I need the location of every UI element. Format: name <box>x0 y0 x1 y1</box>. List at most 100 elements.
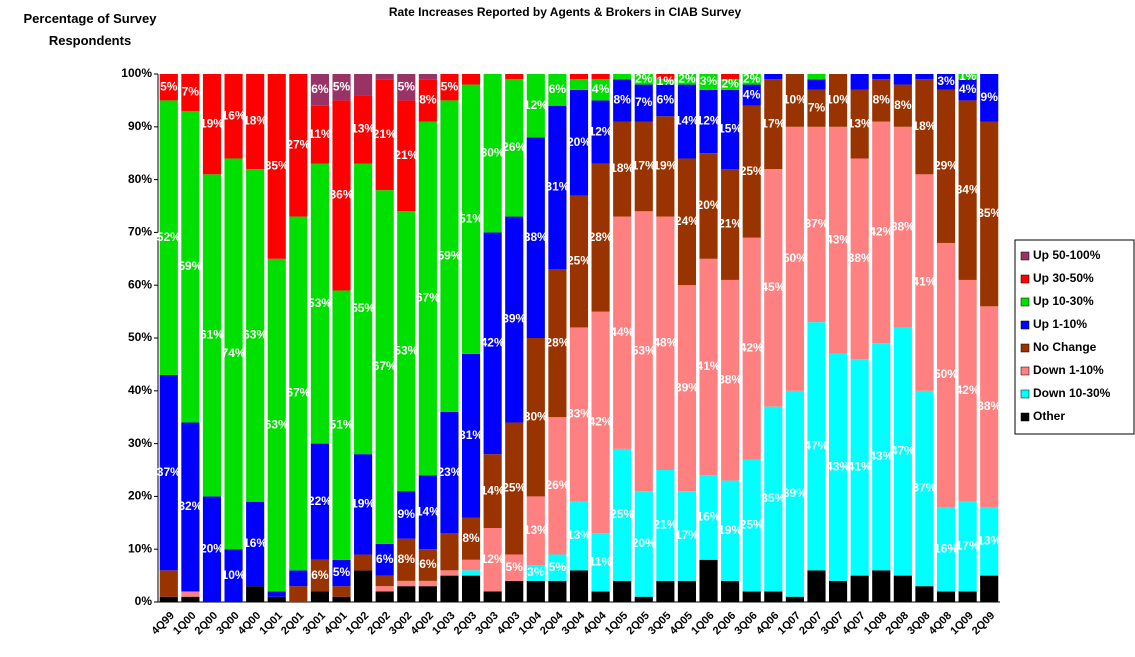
bar-segment <box>936 242 956 507</box>
bar-segment <box>483 74 502 233</box>
data-label: 47% <box>804 438 828 452</box>
bar-segment <box>569 501 589 571</box>
bar-segment <box>980 74 999 122</box>
bar-segment <box>764 74 783 80</box>
x-tick-label: 4Q99 <box>149 610 177 638</box>
bar-segment <box>915 174 934 391</box>
bar-segment <box>764 406 783 592</box>
data-label: 53% <box>308 296 332 310</box>
bar-segment <box>634 84 653 122</box>
data-label: 36% <box>329 188 353 202</box>
data-label: 14% <box>481 483 505 497</box>
x-tick-label: 3Q07 <box>819 610 847 638</box>
data-label: 42% <box>589 415 613 429</box>
bar-segment <box>677 158 697 286</box>
legend-swatch <box>1020 389 1030 399</box>
data-label: 17% <box>675 528 699 542</box>
data-label: 38% <box>977 399 1001 413</box>
data-label: 42% <box>956 383 980 397</box>
data-label: 16% <box>697 510 721 524</box>
bar-segment <box>246 501 265 587</box>
x-tick-label: 4Q02 <box>409 610 437 638</box>
bar-segment <box>591 533 610 592</box>
data-label: 5% <box>441 79 459 93</box>
legend-label: Other <box>1033 409 1065 423</box>
bar-segment <box>332 290 351 560</box>
data-label: 4% <box>592 82 610 96</box>
bar-segment <box>872 570 891 602</box>
legend-swatch <box>1020 412 1030 422</box>
data-label: 31% <box>459 428 483 442</box>
bar-segment <box>699 153 718 259</box>
data-label: 4% <box>959 82 977 96</box>
data-label: 29% <box>934 159 958 173</box>
x-tick-label: 2Q06 <box>711 610 739 638</box>
bar-segment <box>742 591 761 602</box>
y-tick-label: 80% <box>128 172 152 186</box>
data-label: 13% <box>351 122 375 136</box>
data-label: 5% <box>549 560 567 574</box>
bar-segment <box>915 79 934 175</box>
bar-segment <box>591 100 610 164</box>
bar-segment <box>548 105 567 270</box>
bar-segment <box>807 570 826 602</box>
bar-segment <box>591 311 610 534</box>
y-axis-title: Percentage of Survey Respondents <box>23 11 157 48</box>
bar-segment <box>785 596 804 602</box>
data-label: 16% <box>222 108 246 122</box>
bar-segment <box>526 496 545 566</box>
data-label: 39% <box>783 486 807 500</box>
bar-segment <box>936 74 956 90</box>
bar-segment <box>461 517 481 560</box>
data-label: 30% <box>524 409 548 423</box>
bar-segment <box>764 79 783 170</box>
bar-segment <box>159 570 178 597</box>
bar-segment <box>850 359 869 576</box>
bar-segment <box>461 559 481 571</box>
x-tick-label: 4Q05 <box>668 610 696 638</box>
data-label: 15% <box>718 122 742 136</box>
bar-segment <box>634 74 653 85</box>
data-label: 59% <box>437 248 461 262</box>
bar-segment <box>267 74 286 259</box>
bar-segment <box>872 74 891 80</box>
x-tick-label: 4Q04 <box>581 609 609 637</box>
bar-segment <box>915 74 934 80</box>
x-tick-label: 3Q08 <box>905 610 933 638</box>
bar-segment <box>677 580 697 602</box>
data-label: 8% <box>419 93 437 107</box>
bar-segment <box>332 100 351 291</box>
bar-segment <box>785 390 804 597</box>
data-label: 41% <box>697 359 721 373</box>
bar-segment <box>354 163 373 455</box>
data-label: 21% <box>373 127 397 141</box>
bar-segment <box>958 79 977 101</box>
data-label: 7% <box>182 85 200 99</box>
bar-segment <box>721 480 740 581</box>
data-label: 38% <box>718 372 742 386</box>
data-label: 51% <box>459 211 483 225</box>
chart-title: Rate Increases Reported by Agents & Brok… <box>389 5 742 19</box>
data-label: 11% <box>589 555 613 569</box>
bar-segment <box>958 591 977 602</box>
bar-segment <box>505 580 524 602</box>
bar-segment <box>267 591 286 597</box>
bar-segment <box>807 79 826 90</box>
legend-label: Up 30-50% <box>1033 271 1094 285</box>
bar-segment <box>418 79 437 122</box>
bar-segment <box>872 343 891 571</box>
data-label: 20% <box>567 135 591 149</box>
bar-segment <box>721 169 740 280</box>
legend-label: Up 50-100% <box>1033 248 1101 262</box>
bar-segment <box>181 422 200 592</box>
x-tick-label: 1Q09 <box>948 610 976 638</box>
x-tick-label: 2Q02 <box>365 610 393 638</box>
data-label: 30% <box>481 145 505 159</box>
bar-segment <box>591 163 610 312</box>
data-label: 12% <box>589 124 613 138</box>
data-label: 45% <box>761 280 785 294</box>
bar-segment <box>569 327 589 502</box>
bar-segment <box>483 232 502 455</box>
bar-segment <box>418 74 437 80</box>
